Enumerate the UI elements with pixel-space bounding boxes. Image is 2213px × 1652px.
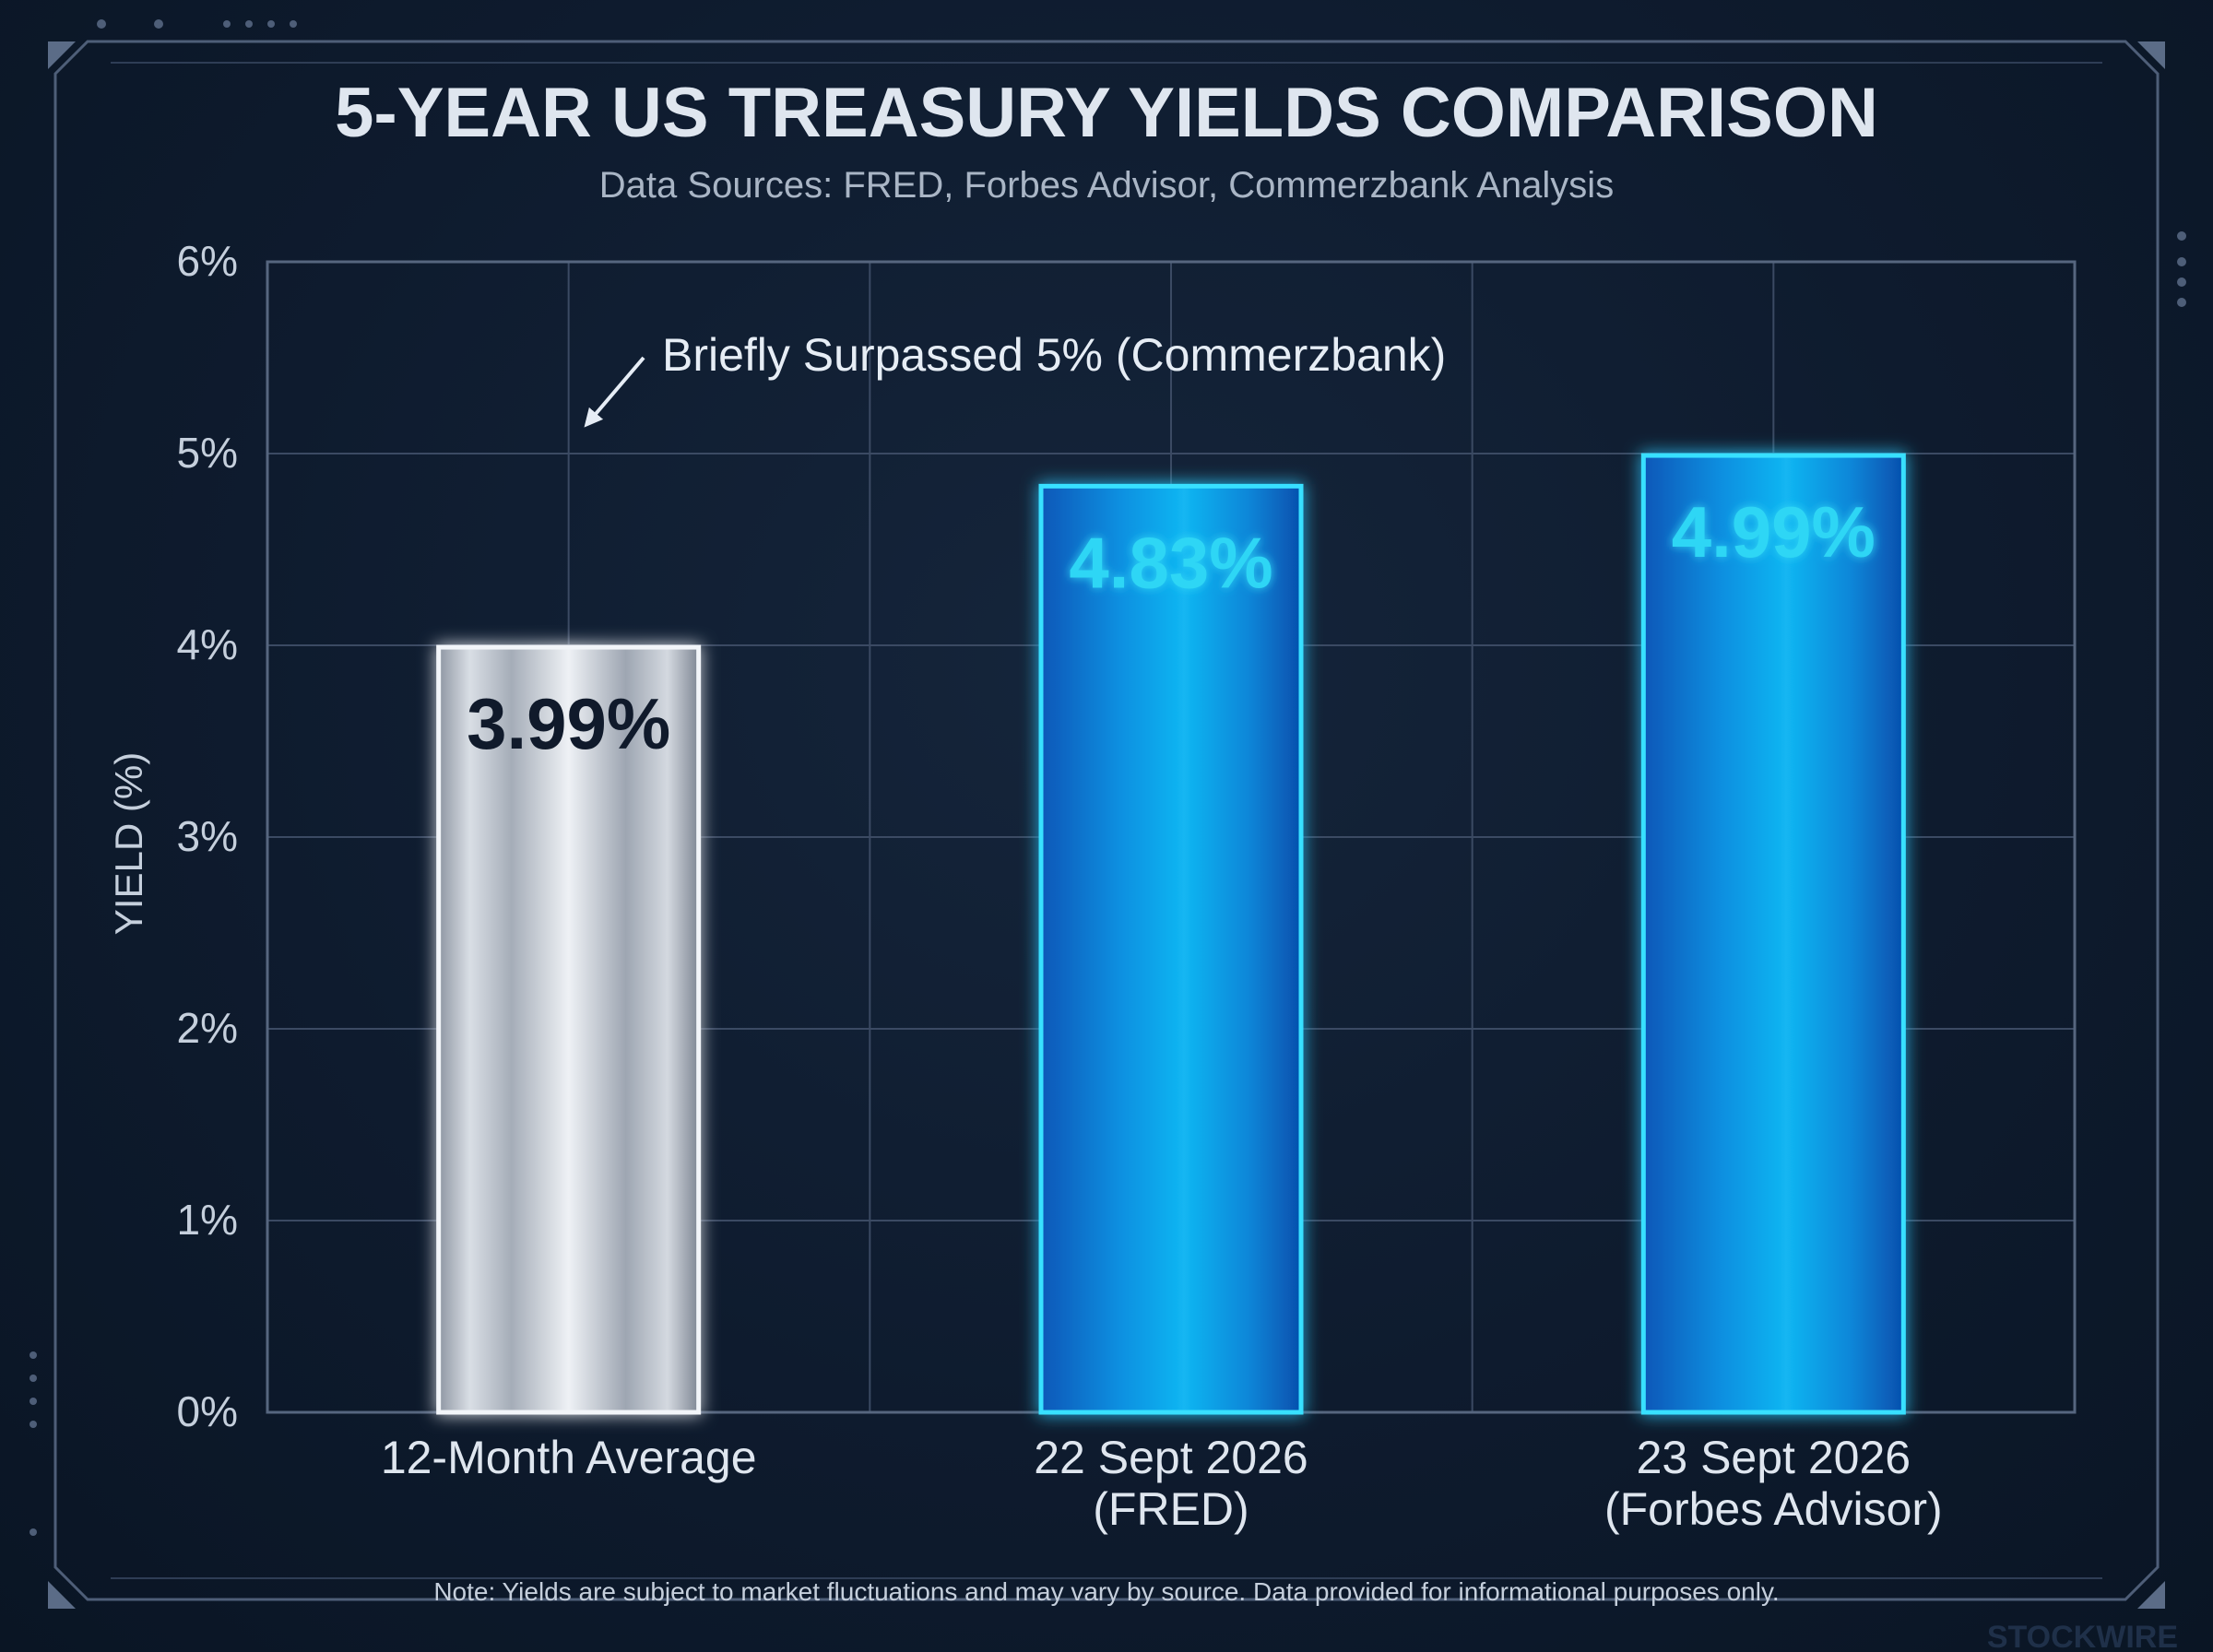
reference-pointer-arrow (584, 356, 645, 428)
y-tick-label: 5% (177, 429, 238, 477)
x-tick-label: 22 Sept 2026 (1034, 1432, 1308, 1483)
data-label: 4.99% (1672, 491, 1876, 572)
y-tick-label: 1% (177, 1196, 238, 1244)
decorative-dots (30, 19, 2186, 1536)
x-tick-label: 12-Month Average (381, 1432, 757, 1483)
x-tick-label: (Forbes Advisor) (1604, 1483, 1943, 1535)
decorative-frame (53, 40, 2160, 1601)
x-tick-label: (FRED) (1093, 1483, 1249, 1535)
footnote: Note: Yields are subject to market fluct… (433, 1577, 1779, 1606)
data-label: 3.99% (467, 683, 670, 764)
reference-line-label: Briefly Surpassed 5% (Commerzbank) (662, 329, 1446, 381)
corner-bottom-right (2137, 1581, 2165, 1609)
y-axis-title: YIELD (%) (107, 752, 150, 935)
bar (436, 644, 702, 1415)
bar (1640, 453, 1906, 1415)
chart-subtitle: Data Sources: FRED, Forbes Advisor, Comm… (599, 165, 1614, 206)
y-tick-label: 2% (177, 1004, 238, 1052)
y-tick-label: 0% (177, 1387, 238, 1435)
frame-outline (53, 40, 2160, 1601)
corner-top-left (48, 41, 76, 69)
data-label: 4.83% (1069, 522, 1272, 603)
y-tick-label: 6% (177, 237, 238, 285)
y-tick-label: 4% (177, 620, 238, 668)
data-labels: 3.99% 4.83% 4.99% (467, 472, 1947, 764)
corner-top-right (2137, 41, 2165, 69)
bar (1038, 483, 1304, 1415)
y-tick-label: 3% (177, 812, 238, 860)
chart-title: 5-YEAR US TREASURY YIELDS COMPARISON (335, 74, 1878, 152)
bars (436, 453, 1906, 1415)
x-axis-tick-labels: 12-Month Average 22 Sept 2026(FRED) 23 Sep… (381, 1432, 1943, 1535)
frame-corners (48, 41, 2165, 1609)
x-tick-label: 23 Sept 2026 (1637, 1432, 1911, 1483)
corner-bottom-left (48, 1581, 76, 1609)
watermark: STOCKWIRE (1987, 1620, 2178, 1652)
y-axis-tick-labels: 0% 1% 2% 3% 4% 5% 6% (177, 237, 238, 1435)
